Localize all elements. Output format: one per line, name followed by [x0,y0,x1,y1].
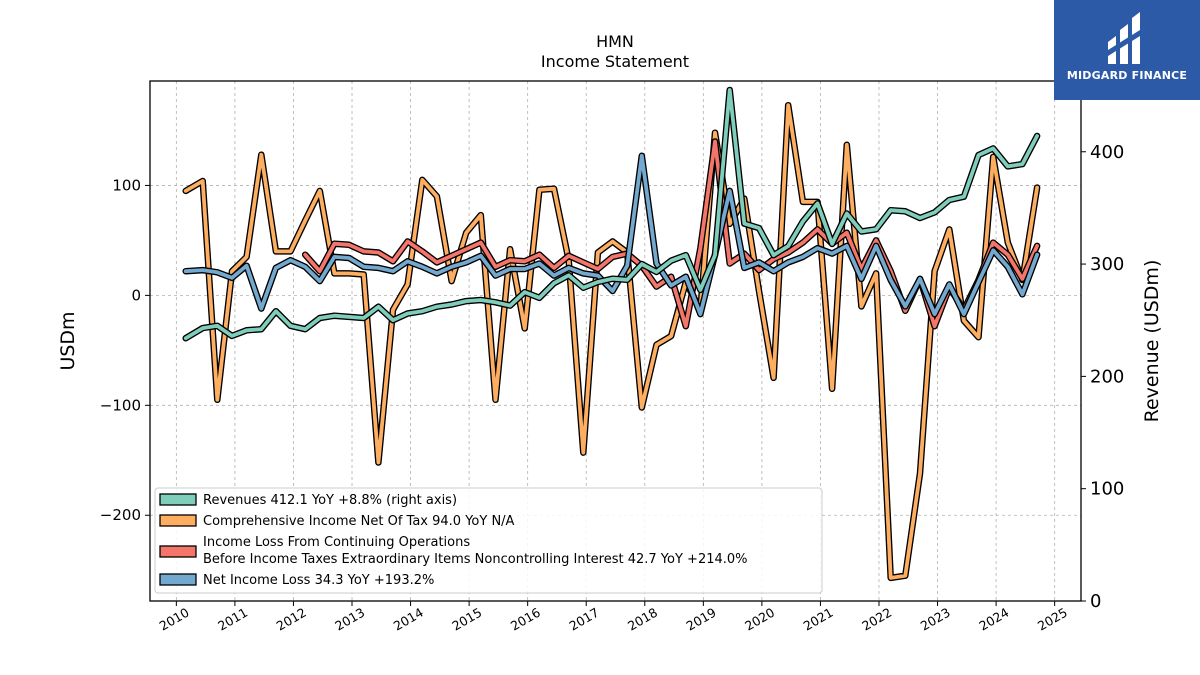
midgard-finance-logo: MIDGARD FINANCE [1054,0,1200,100]
logo-text: MIDGARD FINANCE [1066,69,1188,82]
y-right-tick-label: 200 [1090,366,1124,387]
legend-box [154,487,823,594]
x-tick-label: 2015 [449,605,484,634]
legend-label-revenues: Revenues 412.1 YoY +8.8% (right axis) [203,493,457,508]
y-tick-label: 100 [112,176,141,194]
legend-swatch-comprehensive [159,514,197,527]
series-lines [182,86,1041,582]
y-tick-label: −200 [100,506,141,524]
chart-subtitle: Income Statement [541,52,689,71]
x-tick-label: 2011 [215,605,250,634]
x-tick-label: 2018 [625,605,660,634]
x-tick-label: 2014 [391,605,426,634]
x-tick-label: 2025 [1035,605,1070,634]
y-axis-label: USDm [57,311,79,370]
y-right-tick-label: 100 [1090,479,1124,500]
y-tick-label: 0 [131,286,141,304]
y-axis-right-label: Revenue (USDm) [1141,260,1163,423]
plot-frame [149,80,1082,602]
x-tick-label: 2019 [684,605,719,634]
x-tick-label: 2021 [801,605,836,634]
y-right-tick-label: 0 [1090,591,1101,612]
legend-label-pretax-line2: Before Income Taxes Extraordinary Items … [203,552,748,567]
x-tick-label: 2013 [332,605,367,634]
legend-label-comprehensive: Comprehensive Income Net Of Tax 94.0 YoY… [203,514,515,529]
x-tick-label: 2023 [918,605,953,634]
x-tick-label: 2012 [274,605,309,634]
y-right-tick-label: 300 [1090,254,1124,275]
series-line-comprehensive [183,103,1039,580]
x-tick-label: 2016 [508,605,543,634]
x-tick-label: 2020 [742,605,777,634]
y-right-tick-label: 400 [1090,142,1124,163]
series-line-netincome [183,153,1039,316]
logo-mark-icon [1108,12,1140,64]
legend-label-pretax-line1: Income Loss From Continuing Operations [203,535,470,550]
x-tick-label: 2017 [566,605,601,634]
x-tick-label: 2024 [976,605,1011,634]
legend-swatch-revenues [159,493,197,506]
y-tick-label: −100 [100,396,141,414]
legend-label-netincome: Net Income Loss 34.3 YoY +193.2% [203,573,434,588]
x-tick-label: 2022 [859,605,894,634]
x-tick-label: 2010 [157,605,192,634]
series-line-revenues [183,88,1039,341]
chart-title: HMN [596,32,634,51]
legend: Revenues 412.1 YoY +8.8% (right axis) Co… [154,487,823,594]
legend-swatch-netincome [159,573,197,586]
legend-swatch-pretax [159,545,197,558]
